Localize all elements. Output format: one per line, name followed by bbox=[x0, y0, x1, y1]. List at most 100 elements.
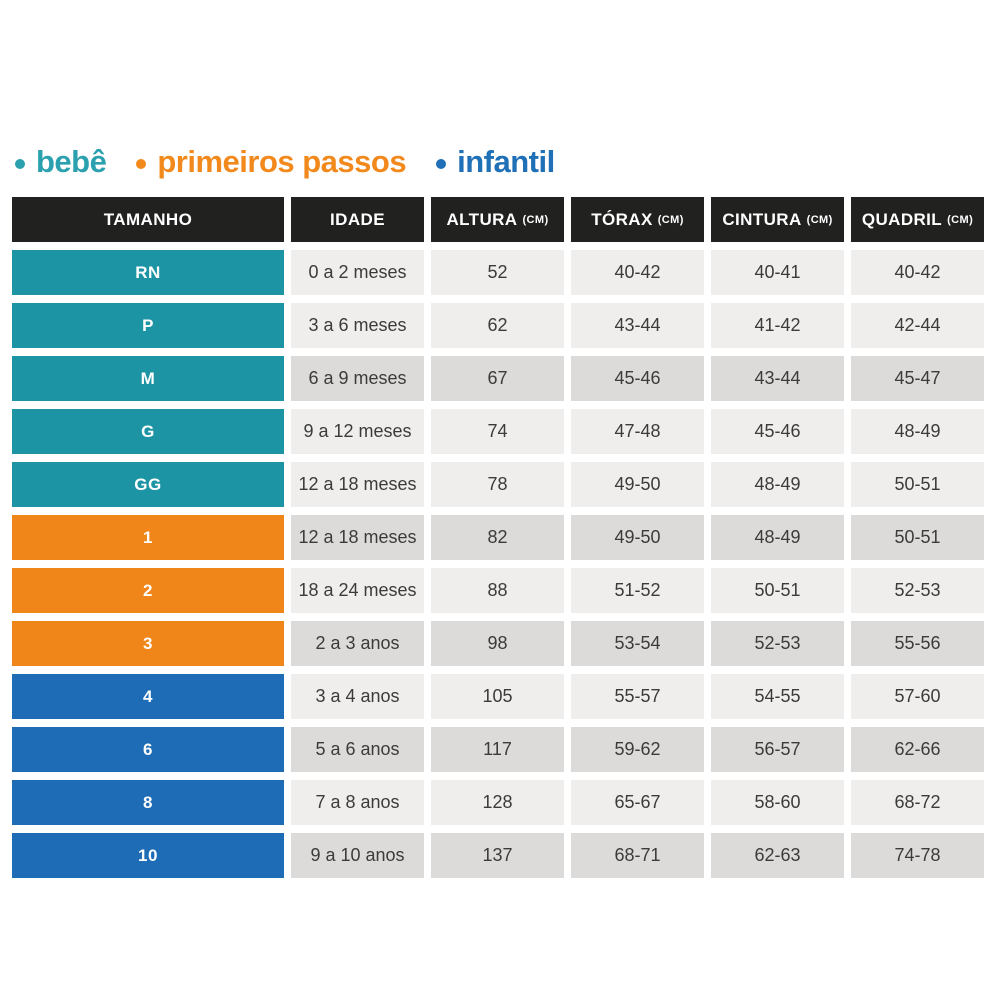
data-cell-torax: 45-46 bbox=[571, 356, 704, 401]
data-cell-cintura: 48-49 bbox=[711, 462, 844, 507]
data-cell-idade: 12 a 18 meses bbox=[291, 462, 424, 507]
column-header-unit: (CM) bbox=[657, 213, 684, 226]
data-cell-idade: 18 a 24 meses bbox=[291, 568, 424, 613]
size-table: TAMANHO IDADE ALTURA (CM) TÓRAX (CM) CINTURA (C… bbox=[12, 197, 984, 878]
data-cell-idade: 0 a 2 meses bbox=[291, 250, 424, 295]
size-cell-4: 4 bbox=[12, 674, 284, 719]
legend: bebê primeiros passos infantil bbox=[15, 144, 555, 180]
size-cell-M: M bbox=[12, 356, 284, 401]
data-cell-idade: 9 a 10 anos bbox=[291, 833, 424, 878]
column-header-label: CINTURA bbox=[722, 209, 802, 229]
column-header-tamanho: TAMANHO bbox=[12, 197, 284, 242]
data-cell-quadril: 45-47 bbox=[851, 356, 984, 401]
data-cell-cintura: 50-51 bbox=[711, 568, 844, 613]
column-header-unit: (CM) bbox=[947, 213, 974, 226]
data-cell-torax: 51-52 bbox=[571, 568, 704, 613]
data-cell-idade: 12 a 18 meses bbox=[291, 515, 424, 560]
data-cell-cintura: 41-42 bbox=[711, 303, 844, 348]
data-cell-cintura: 43-44 bbox=[711, 356, 844, 401]
legend-bullet-icon bbox=[136, 159, 147, 169]
data-cell-torax: 55-57 bbox=[571, 674, 704, 719]
column-header-cintura: CINTURA (CM) bbox=[711, 197, 844, 242]
data-cell-altura: 67 bbox=[431, 356, 564, 401]
data-cell-quadril: 68-72 bbox=[851, 780, 984, 825]
size-cell-3: 3 bbox=[12, 621, 284, 666]
data-cell-cintura: 40-41 bbox=[711, 250, 844, 295]
data-cell-cintura: 58-60 bbox=[711, 780, 844, 825]
data-cell-quadril: 74-78 bbox=[851, 833, 984, 878]
data-cell-torax: 47-48 bbox=[571, 409, 704, 454]
size-cell-GG: GG bbox=[12, 462, 284, 507]
data-cell-torax: 40-42 bbox=[571, 250, 704, 295]
data-cell-cintura: 52-53 bbox=[711, 621, 844, 666]
data-cell-idade: 3 a 4 anos bbox=[291, 674, 424, 719]
data-cell-altura: 88 bbox=[431, 568, 564, 613]
data-cell-idade: 2 a 3 anos bbox=[291, 621, 424, 666]
column-header-label: TAMANHO bbox=[103, 209, 193, 229]
data-cell-altura: 105 bbox=[431, 674, 564, 719]
legend-label-infantil: infantil bbox=[457, 144, 555, 179]
column-header-label: ALTURA bbox=[446, 209, 518, 229]
size-cell-P: P bbox=[12, 303, 284, 348]
data-cell-altura: 117 bbox=[431, 727, 564, 772]
data-cell-altura: 62 bbox=[431, 303, 564, 348]
data-cell-quadril: 55-56 bbox=[851, 621, 984, 666]
data-cell-quadril: 48-49 bbox=[851, 409, 984, 454]
data-cell-cintura: 45-46 bbox=[711, 409, 844, 454]
data-cell-idade: 3 a 6 meses bbox=[291, 303, 424, 348]
size-cell-10: 10 bbox=[12, 833, 284, 878]
data-cell-cintura: 54-55 bbox=[711, 674, 844, 719]
size-cell-1: 1 bbox=[12, 515, 284, 560]
data-cell-altura: 52 bbox=[431, 250, 564, 295]
legend-label-primeiros: primeiros passos bbox=[157, 144, 407, 179]
data-cell-quadril: 40-42 bbox=[851, 250, 984, 295]
legend-bullet-icon bbox=[436, 159, 447, 169]
column-header-label: QUADRIL bbox=[861, 209, 943, 229]
data-cell-cintura: 48-49 bbox=[711, 515, 844, 560]
column-header-unit: (CM) bbox=[806, 213, 833, 226]
size-cell-G: G bbox=[12, 409, 284, 454]
data-cell-altura: 98 bbox=[431, 621, 564, 666]
column-header-unit: (CM) bbox=[522, 213, 549, 226]
data-cell-quadril: 50-51 bbox=[851, 462, 984, 507]
size-cell-8: 8 bbox=[12, 780, 284, 825]
data-cell-altura: 78 bbox=[431, 462, 564, 507]
data-cell-quadril: 50-51 bbox=[851, 515, 984, 560]
legend-item-bebe: bebê bbox=[15, 144, 107, 180]
size-cell-2: 2 bbox=[12, 568, 284, 613]
data-cell-quadril: 52-53 bbox=[851, 568, 984, 613]
data-cell-quadril: 42-44 bbox=[851, 303, 984, 348]
data-cell-idade: 6 a 9 meses bbox=[291, 356, 424, 401]
data-cell-altura: 128 bbox=[431, 780, 564, 825]
data-cell-torax: 65-67 bbox=[571, 780, 704, 825]
legend-item-infantil: infantil bbox=[436, 144, 555, 180]
column-header-label: IDADE bbox=[330, 209, 385, 229]
data-cell-torax: 68-71 bbox=[571, 833, 704, 878]
data-cell-altura: 82 bbox=[431, 515, 564, 560]
data-cell-quadril: 62-66 bbox=[851, 727, 984, 772]
legend-item-primeiros: primeiros passos bbox=[136, 144, 407, 180]
data-cell-cintura: 62-63 bbox=[711, 833, 844, 878]
data-cell-torax: 53-54 bbox=[571, 621, 704, 666]
size-cell-6: 6 bbox=[12, 727, 284, 772]
data-cell-idade: 5 a 6 anos bbox=[291, 727, 424, 772]
data-cell-altura: 137 bbox=[431, 833, 564, 878]
size-cell-RN: RN bbox=[12, 250, 284, 295]
column-header-torax: TÓRAX (CM) bbox=[571, 197, 704, 242]
data-cell-quadril: 57-60 bbox=[851, 674, 984, 719]
data-cell-idade: 7 a 8 anos bbox=[291, 780, 424, 825]
legend-bullet-icon bbox=[15, 159, 25, 169]
data-cell-idade: 9 a 12 meses bbox=[291, 409, 424, 454]
data-cell-torax: 43-44 bbox=[571, 303, 704, 348]
data-cell-torax: 59-62 bbox=[571, 727, 704, 772]
data-cell-altura: 74 bbox=[431, 409, 564, 454]
column-header-altura: ALTURA (CM) bbox=[431, 197, 564, 242]
data-cell-torax: 49-50 bbox=[571, 462, 704, 507]
column-header-idade: IDADE bbox=[291, 197, 424, 242]
data-cell-cintura: 56-57 bbox=[711, 727, 844, 772]
data-cell-torax: 49-50 bbox=[571, 515, 704, 560]
column-header-label: TÓRAX bbox=[591, 209, 653, 229]
legend-label-bebe: bebê bbox=[36, 144, 107, 179]
column-header-quadril: QUADRIL (CM) bbox=[851, 197, 984, 242]
